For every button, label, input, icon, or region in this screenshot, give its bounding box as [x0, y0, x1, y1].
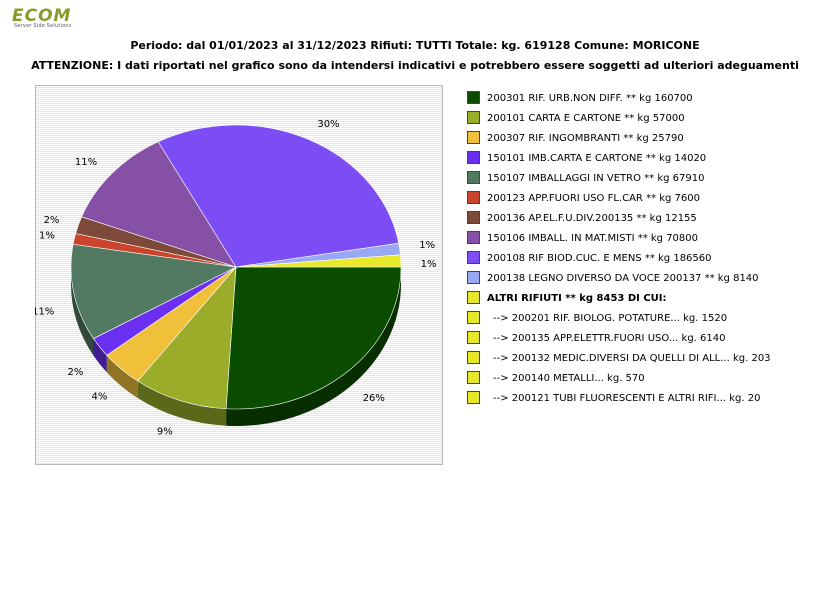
legend-swatch	[467, 191, 480, 204]
pie-slice-altri	[235, 254, 402, 268]
legend-swatch	[467, 271, 480, 284]
legend-label: 200307 RIF. INGOMBRANTI ** kg 25790	[487, 133, 684, 144]
legend-swatch	[467, 311, 480, 324]
logo-text: ECOM	[12, 6, 72, 26]
pie-slice-200101	[137, 266, 237, 410]
legend-item: 200307 RIF. INGOMBRANTI ** kg 25790	[467, 131, 827, 151]
legend-swatch	[467, 291, 480, 304]
legend-swatch	[467, 331, 480, 344]
pie-label-200101: 9%	[157, 427, 173, 438]
chart-disclaimer: ATTENZIONE: I dati riportati nel grafico…	[31, 59, 799, 72]
legend-swatch	[467, 371, 480, 384]
pie-slice-200108	[157, 124, 400, 268]
legend-sub-item: --> 200132 MEDIC.DIVERSI DA QUELLI DI AL…	[467, 351, 827, 371]
legend-item: ALTRI RIFIUTI ** kg 8453 DI CUI:	[467, 291, 827, 311]
pie-chart: 26% 9% 4% 2% 11% 1% 2% 11% 30% 1% 1%	[35, 119, 437, 438]
legend-sub-item: --> 200135 APP.ELETTR.FUORI USO... kg. 6…	[467, 331, 827, 351]
pie-label-150107: 11%	[35, 306, 54, 317]
legend-label: --> 200132 MEDIC.DIVERSI DA QUELLI DI AL…	[493, 353, 771, 364]
legend-item: 200136 AP.EL.F.U.DIV.200135 ** kg 12155	[467, 211, 827, 231]
pie-label-200108: 30%	[317, 119, 339, 130]
legend-label: 150107 IMBALLAGGI IN VETRO ** kg 67910	[487, 173, 705, 184]
legend-swatch	[467, 231, 480, 244]
legend-swatch	[467, 91, 480, 104]
legend-label: 200136 AP.EL.F.U.DIV.200135 ** kg 12155	[487, 213, 697, 224]
pie-side-200307	[106, 355, 138, 399]
pie-label-altri: 1%	[421, 259, 437, 270]
legend-label: --> 200201 RIF. BIOLOG. POTATURE... kg. …	[493, 313, 728, 324]
legend-swatch	[467, 131, 480, 144]
legend-item: 150106 IMBALL. IN MAT.MISTI ** kg 70800	[467, 231, 827, 251]
legend-label: 200138 LEGNO DIVERSO DA VOCE 200137 ** k…	[487, 273, 759, 284]
chart-title: Periodo: dal 01/01/2023 al 31/12/2023 Ri…	[130, 39, 700, 52]
pie-label-150106: 11%	[75, 157, 97, 168]
legend-item: 150101 IMB.CARTA E CARTONE ** kg 14020	[467, 151, 827, 171]
pie-label-200136: 2%	[44, 215, 60, 226]
pie-label-200301: 26%	[363, 393, 385, 404]
pie-label-200307: 4%	[92, 392, 108, 403]
legend-swatch	[467, 391, 480, 404]
legend-sub-item: --> 200140 METALLI... kg. 570	[467, 371, 827, 391]
legend-item: 200301 RIF. URB.NON DIFF. ** kg 160700	[467, 91, 827, 111]
legend-label: 150106 IMBALL. IN MAT.MISTI ** kg 70800	[487, 233, 699, 244]
pie-label-200123: 1%	[39, 230, 55, 241]
legend-label: --> 200121 TUBI FLUORESCENTI E ALTRI RIF…	[493, 393, 761, 404]
pie-label-150101: 2%	[68, 367, 84, 378]
legend-label: 200108 RIF BIOD.CUC. E MENS ** kg 186560	[487, 253, 712, 264]
legend-label: ALTRI RIFIUTI ** kg 8453 DI CUI:	[487, 293, 667, 304]
legend-item: 200108 RIF BIOD.CUC. E MENS ** kg 186560	[467, 251, 827, 271]
legend-item: 200101 CARTA E CARTONE ** kg 57000	[467, 111, 827, 131]
legend-sub-item: --> 200201 RIF. BIOLOG. POTATURE... kg. …	[467, 311, 827, 331]
legend-label: 200301 RIF. URB.NON DIFF. ** kg 160700	[487, 93, 693, 104]
legend-label: 150101 IMB.CARTA E CARTONE ** kg 14020	[487, 153, 707, 164]
logo-subtitle: Server Side Solutions	[14, 23, 72, 29]
legend-swatch	[467, 211, 480, 224]
legend-swatch	[467, 151, 480, 164]
legend-item: 200138 LEGNO DIVERSO DA VOCE 200137 ** k…	[467, 271, 827, 291]
legend-swatch	[467, 111, 480, 124]
chart-legend: 200301 RIF. URB.NON DIFF. ** kg 160700 20…	[467, 91, 827, 411]
legend-label: 200101 CARTA E CARTONE ** kg 57000	[487, 113, 685, 124]
legend-swatch	[467, 251, 480, 264]
ecom-logo: ECOM Server Side Solutions	[10, 6, 100, 30]
pie-side-200301	[226, 267, 401, 426]
legend-swatch	[467, 171, 480, 184]
legend-item: 150107 IMBALLAGGI IN VETRO ** kg 67910	[467, 171, 827, 191]
legend-label: 200123 APP.FUORI USO FL.CAR ** kg 7600	[487, 193, 701, 204]
pie-slice-150107	[70, 243, 237, 339]
legend-label: --> 200140 METALLI... kg. 570	[493, 373, 645, 384]
pie-side-150107	[71, 267, 94, 356]
legend-item: 200123 APP.FUORI USO FL.CAR ** kg 7600	[467, 191, 827, 211]
pie-slice-200301	[225, 266, 402, 410]
legend-sub-item: --> 200121 TUBI FLUORESCENTI E ALTRI RIF…	[467, 391, 827, 411]
pie-side-150101	[93, 338, 107, 373]
pie-side-200101	[137, 381, 227, 426]
legend-label: --> 200135 APP.ELETTR.FUORI USO... kg. 6…	[493, 333, 726, 344]
pie-label-200138: 1%	[419, 240, 435, 251]
legend-swatch	[467, 351, 480, 364]
pie-slice-150106	[81, 141, 237, 268]
